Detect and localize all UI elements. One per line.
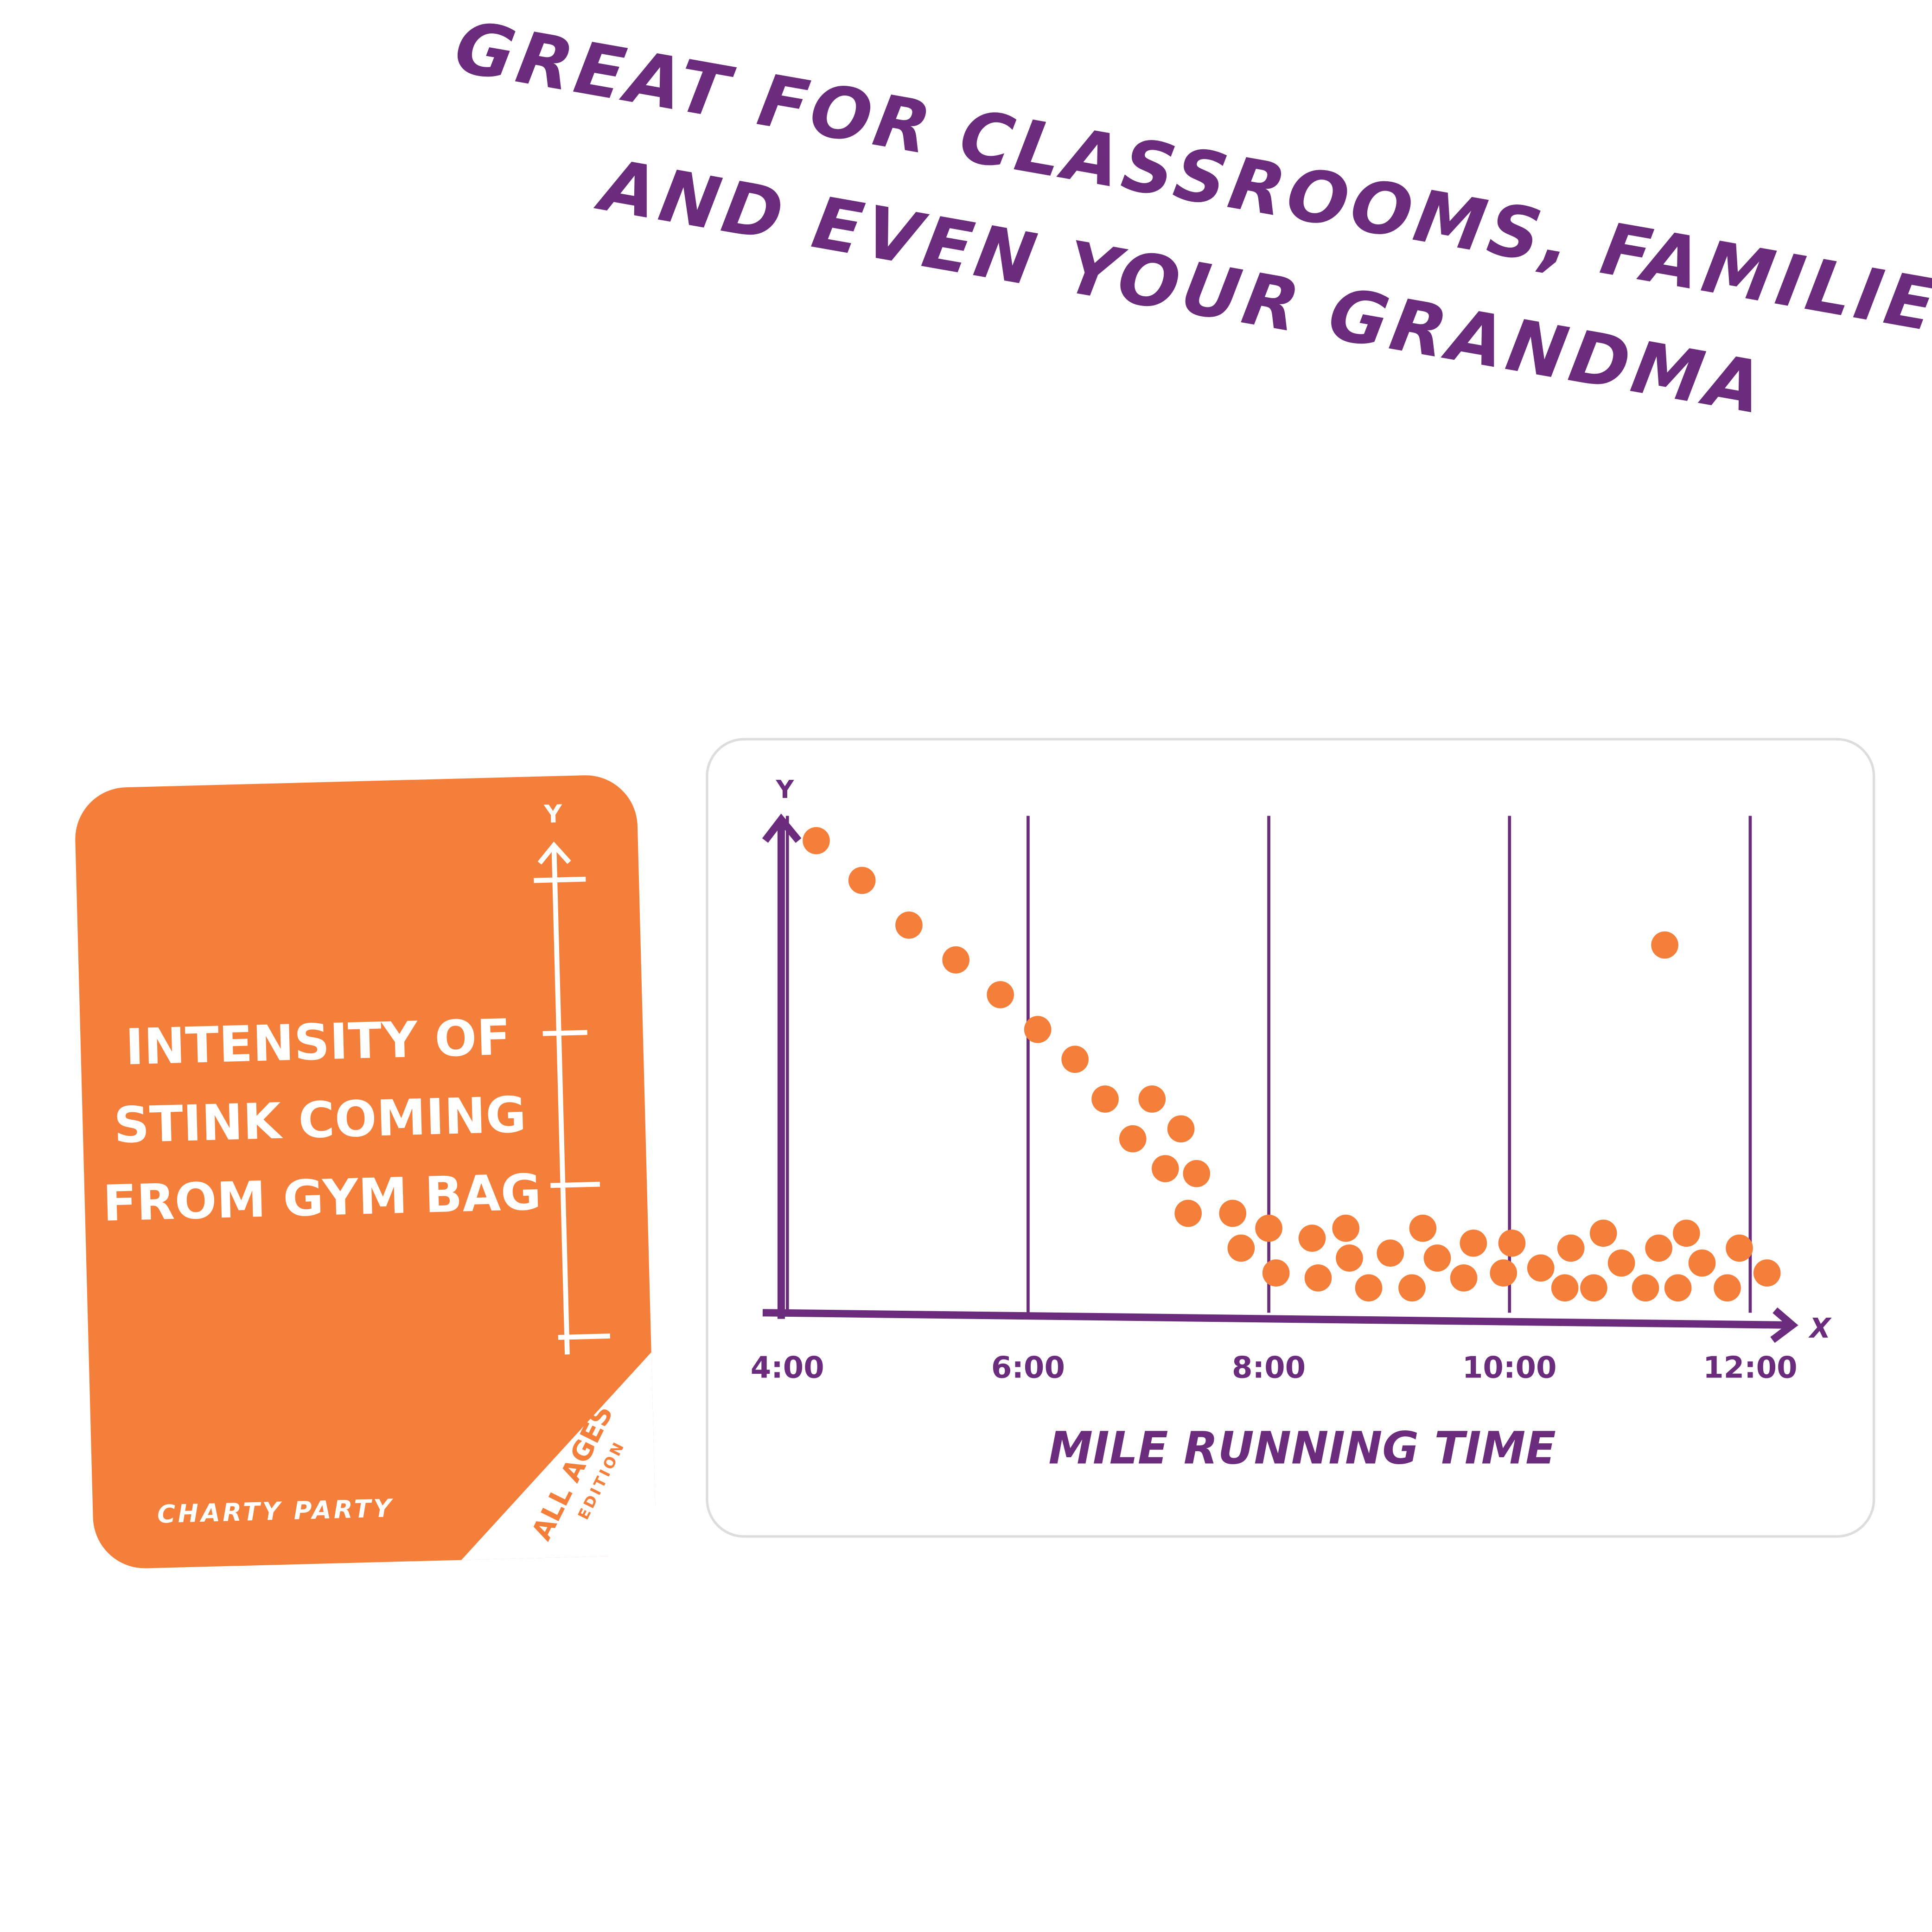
scatter-point: [1460, 1229, 1487, 1257]
y-axis-label: Y: [776, 775, 795, 804]
scatter-point: [1557, 1234, 1585, 1262]
scatter-point: [1138, 1085, 1166, 1113]
scatter-point: [1409, 1214, 1437, 1242]
scatter-point: [1227, 1234, 1255, 1262]
scatter-point: [1589, 1219, 1617, 1247]
scatter-point: [1336, 1244, 1363, 1272]
scatter-point: [1664, 1274, 1692, 1302]
x-tick-label: 12:00: [1703, 1351, 1798, 1385]
scatter-point: [1304, 1264, 1332, 1292]
chart-card-face: [706, 738, 1875, 1538]
x-tick-label: 6:00: [991, 1351, 1065, 1385]
scatter-point: [1255, 1214, 1282, 1242]
scatter-point: [1726, 1234, 1753, 1262]
scatter-point: [1119, 1125, 1147, 1153]
card-face: [75, 775, 656, 1569]
scatter-point: [1632, 1274, 1659, 1302]
scatter-point: [1355, 1274, 1383, 1302]
scatter-point: [1152, 1155, 1179, 1182]
scatter-point: [848, 867, 876, 894]
scatter-point: [1061, 1046, 1089, 1073]
scatter-point: [1551, 1274, 1579, 1302]
scatter-point: [1672, 1219, 1700, 1247]
scatter-point: [1024, 1016, 1052, 1043]
card-prompt: STINK COMING: [113, 1086, 527, 1154]
scatter-point: [1688, 1249, 1716, 1277]
prompt-card: Y INTENSITY OF STINK COMING FROM GYM BAG…: [75, 775, 656, 1569]
scatter-point: [1607, 1249, 1635, 1277]
scatter-point: [1498, 1229, 1526, 1257]
headline: GREAT FOR CLASSROOMS, FAMILIES, AND EVEN…: [449, 5, 1932, 431]
x-tick-label: 4:00: [751, 1351, 824, 1385]
card-corner: [461, 1352, 656, 1560]
scatter-point: [1377, 1239, 1404, 1267]
x-axis-title: MILE RUNNING TIME: [1049, 1422, 1556, 1474]
scatter-point: [1580, 1274, 1607, 1302]
scatter-point: [1490, 1259, 1518, 1287]
scatter-point: [1219, 1199, 1247, 1227]
scatter-point: [1174, 1199, 1202, 1227]
x-axis: [762, 1307, 1798, 1343]
scatter-point: [1262, 1259, 1290, 1287]
scatter-point: [987, 981, 1014, 1008]
chart-card: 4:00 6:00 8:00 10:00 12:00 Y X MILE RUNNING TIM…: [706, 738, 1875, 1538]
scatter-point: [1753, 1259, 1781, 1287]
x-tick-label: 8:00: [1232, 1351, 1306, 1385]
scatter-point: [895, 912, 923, 939]
card-prompt: FROM GYM BAG: [102, 1164, 542, 1233]
card-axis: [534, 842, 610, 1355]
scatter-point: [1332, 1214, 1360, 1242]
scatter-point: [1423, 1244, 1451, 1272]
scatter-point: [1645, 1234, 1672, 1262]
scatter-point: [942, 946, 969, 974]
scatter-point: [1651, 931, 1678, 959]
y-axis: [762, 813, 802, 1319]
scatter-point: [1183, 1160, 1211, 1187]
scatter-point: [1450, 1264, 1478, 1292]
x-tick-label: 10:00: [1462, 1351, 1557, 1385]
x-axis-letter: X: [1808, 1313, 1832, 1344]
scatter-point: [1398, 1274, 1426, 1302]
scatter-point: [1714, 1274, 1741, 1302]
scatter-point: [1298, 1224, 1326, 1252]
card-brand: CHARTY PARTY: [157, 1494, 394, 1529]
scatter-point: [1167, 1115, 1195, 1143]
scatter-point: [1091, 1085, 1119, 1113]
scatter-point: [1527, 1254, 1555, 1282]
scatter-point: [803, 827, 830, 854]
card-prompt: INTENSITY OF: [125, 1009, 511, 1077]
card-axis-letter: Y: [543, 799, 563, 829]
